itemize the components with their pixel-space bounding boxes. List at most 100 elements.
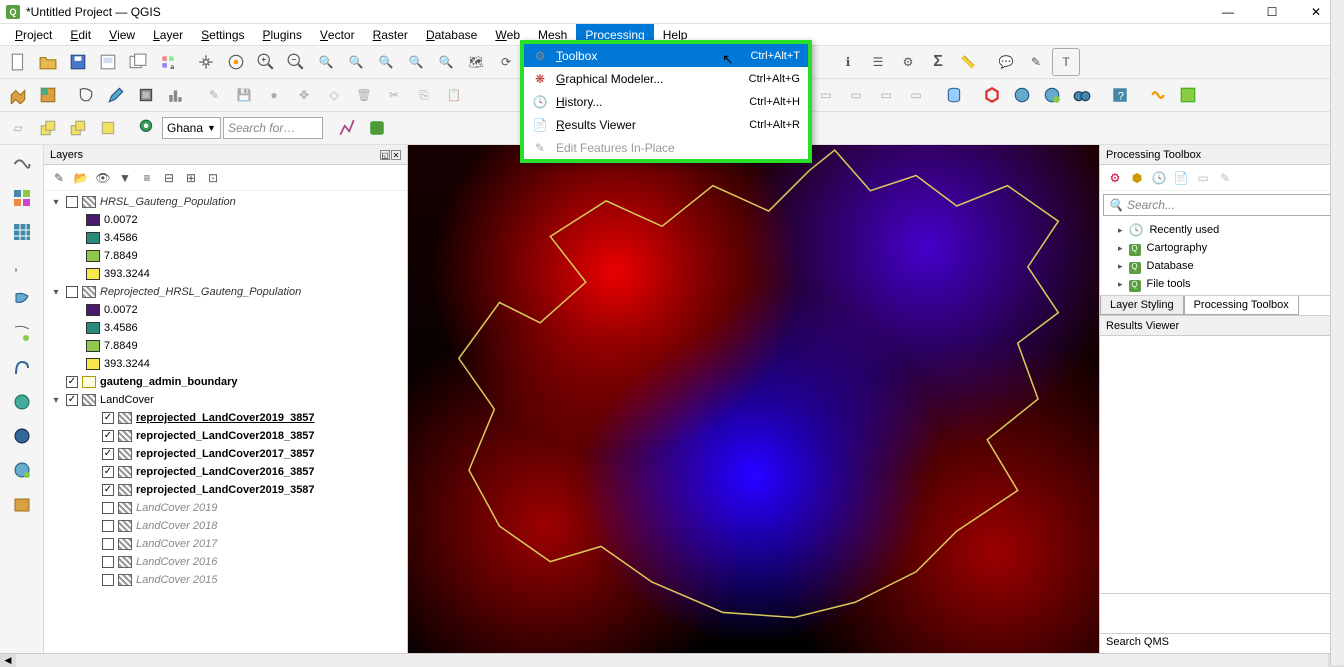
new-shapefile-icon[interactable] (72, 81, 100, 109)
layer-landcover-2019[interactable]: LandCover 2019 (46, 499, 405, 517)
menu-item-results-viewer[interactable]: 📄Results ViewerCtrl+Alt+R (524, 113, 808, 136)
select-poly-icon[interactable]: ▱ (4, 114, 32, 142)
toolbox-python-icon[interactable]: ⬢ (1128, 169, 1146, 187)
graph-icon[interactable] (333, 114, 361, 142)
menu-raster[interactable]: Raster (364, 24, 417, 45)
field-calculator-icon[interactable]: ⚙ (894, 48, 922, 76)
minimize-button[interactable]: — (1206, 1, 1250, 23)
zoom-selection-icon[interactable]: 🔍 (342, 48, 370, 76)
filter-legend-icon[interactable]: ▼ (116, 169, 134, 187)
digitize-2-icon[interactable]: ▭ (812, 81, 840, 109)
layer-reprojected-landcover2017-3857[interactable]: reprojected_LandCover2017_3857 (46, 445, 405, 463)
toolbox-edit-icon[interactable]: ✎ (1216, 169, 1234, 187)
digitize-5-icon[interactable]: ▭ (902, 81, 930, 109)
pan-to-selection-icon[interactable] (222, 48, 250, 76)
toolbox-tree[interactable]: ▸🕓Recently used▸QCartography▸QDatabase▸Q… (1100, 219, 1344, 295)
attributes-table-icon[interactable]: ☰ (864, 48, 892, 76)
expand-icon[interactable]: ▾ (50, 196, 62, 208)
histogram-icon[interactable] (162, 81, 190, 109)
layer-checkbox[interactable] (102, 538, 114, 550)
layer-reprojected-landcover2016-3857[interactable]: reprojected_LandCover2016_3857 (46, 463, 405, 481)
expand-icon[interactable]: ▾ (50, 394, 62, 406)
scroll-left-icon[interactable]: ◀ (0, 654, 16, 667)
toolbox-model-icon[interactable]: ▭ (1194, 169, 1212, 187)
toolbox-item-file-tools[interactable]: ▸QFile tools (1104, 275, 1340, 293)
expand-icon[interactable]: ▸ (1118, 279, 1123, 290)
edit-pencil-icon[interactable] (102, 81, 130, 109)
globe-1-icon[interactable] (1008, 81, 1036, 109)
layer-checkbox[interactable] (66, 286, 78, 298)
toolbox-results-icon[interactable]: 📄 (1172, 169, 1190, 187)
globe-2-icon[interactable] (1038, 81, 1066, 109)
menu-item-history[interactable]: 🕓History...Ctrl+Alt+H (524, 90, 808, 113)
add-mesh-layer-icon[interactable] (9, 219, 35, 245)
layer-reprojected-landcover2019-3587[interactable]: reprojected_LandCover2019_3587 (46, 481, 405, 499)
layer-checkbox[interactable] (66, 196, 78, 208)
stack-1-icon[interactable] (34, 114, 62, 142)
layer-checkbox[interactable] (102, 466, 114, 478)
layer-gauteng-admin-boundary[interactable]: gauteng_admin_boundary (46, 373, 405, 391)
map-tips-icon[interactable]: 💬 (992, 48, 1020, 76)
expand-icon[interactable]: ▾ (50, 286, 62, 298)
layer-checkbox[interactable] (102, 484, 114, 496)
layer-checkbox[interactable] (102, 520, 114, 532)
layer-style-icon[interactable]: ✎ (50, 169, 68, 187)
tab-processing-toolbox[interactable]: Processing Toolbox (1184, 296, 1299, 315)
menu-item-toolbox[interactable]: ⚙ToolboxCtrl+Alt+T (524, 44, 808, 67)
plugin-2-icon[interactable] (1174, 81, 1202, 109)
menu-vector[interactable]: Vector (311, 24, 364, 45)
copy-icon[interactable]: ⎘ (410, 81, 438, 109)
layer-hrsl-gauteng-population[interactable]: ▾HRSL_Gauteng_Population (46, 193, 405, 211)
toolbox-history-icon[interactable]: 🕓 (1150, 169, 1168, 187)
layer-checkbox[interactable] (66, 376, 78, 388)
layer-checkbox[interactable] (66, 394, 78, 406)
save-edits-icon[interactable]: 💾 (230, 81, 258, 109)
open-project-icon[interactable] (34, 48, 62, 76)
digitize-3-icon[interactable]: ▭ (842, 81, 870, 109)
add-vector-layer-icon[interactable] (9, 151, 35, 177)
menu-plugins[interactable]: Plugins (254, 24, 311, 45)
node-tool-icon[interactable]: ◇ (320, 81, 348, 109)
save-project-icon[interactable] (64, 48, 92, 76)
layer-tree[interactable]: ▾HRSL_Gauteng_Population0.00723.45867.88… (44, 191, 407, 653)
sigma-icon[interactable]: Σ (924, 48, 952, 76)
zoom-in-icon[interactable]: + (252, 48, 280, 76)
add-wcs-icon[interactable] (9, 423, 35, 449)
new-map-view-icon[interactable]: 🗺 (462, 48, 490, 76)
add-postgis-icon[interactable] (9, 355, 35, 381)
cut-icon[interactable]: ✂ (380, 81, 408, 109)
menu-settings[interactable]: Settings (192, 24, 253, 45)
add-delimited-text-icon[interactable]: , (9, 253, 35, 279)
layer-landcover[interactable]: ▾LandCover (46, 391, 405, 409)
help-icon[interactable]: ? (1106, 81, 1134, 109)
layer-reprojected-landcover2019-3857[interactable]: reprojected_LandCover2019_3857 (46, 409, 405, 427)
layer-checkbox[interactable] (102, 502, 114, 514)
layer-checkbox[interactable] (102, 448, 114, 460)
annotation-icon[interactable]: ✎ (1022, 48, 1050, 76)
toggle-edit-icon[interactable]: ✎ (200, 81, 228, 109)
toolbox-search-input[interactable]: 🔍 Search... (1103, 194, 1341, 216)
move-feature-icon[interactable]: ✥ (290, 81, 318, 109)
new-print-layout-icon[interactable] (94, 48, 122, 76)
layer-reprojected-hrsl-gauteng-population[interactable]: ▾Reprojected_HRSL_Gauteng_Population (46, 283, 405, 301)
paste-icon[interactable]: 📋 (440, 81, 468, 109)
zoom-next-icon[interactable]: 🔍 (432, 48, 460, 76)
expand-icon[interactable]: ▸ (1118, 261, 1123, 272)
add-virtual-layer-icon[interactable] (9, 321, 35, 347)
identify-icon[interactable]: ℹ (834, 48, 862, 76)
toolbox-item-database[interactable]: ▸QDatabase (1104, 257, 1340, 275)
zoom-full-icon[interactable]: 🔍 (312, 48, 340, 76)
measure-icon[interactable]: 📏 (954, 48, 982, 76)
vertical-scrollbar[interactable] (1330, 0, 1344, 665)
undock-panel-icon[interactable]: ◱ (380, 150, 390, 160)
plugin-1-icon[interactable] (1144, 81, 1172, 109)
zoom-out-icon[interactable]: − (282, 48, 310, 76)
delete-selected-icon[interactable]: 🗑 (350, 81, 378, 109)
style-manager-icon[interactable]: a (154, 48, 182, 76)
country-combo[interactable]: Ghana▼ (162, 117, 221, 139)
menu-project[interactable]: Project (6, 24, 61, 45)
close-panel-icon[interactable]: ✕ (391, 150, 401, 160)
tab-layer-styling[interactable]: Layer Styling (1100, 296, 1184, 315)
digitize-4-icon[interactable]: ▭ (872, 81, 900, 109)
layout-manager-icon[interactable] (124, 48, 152, 76)
